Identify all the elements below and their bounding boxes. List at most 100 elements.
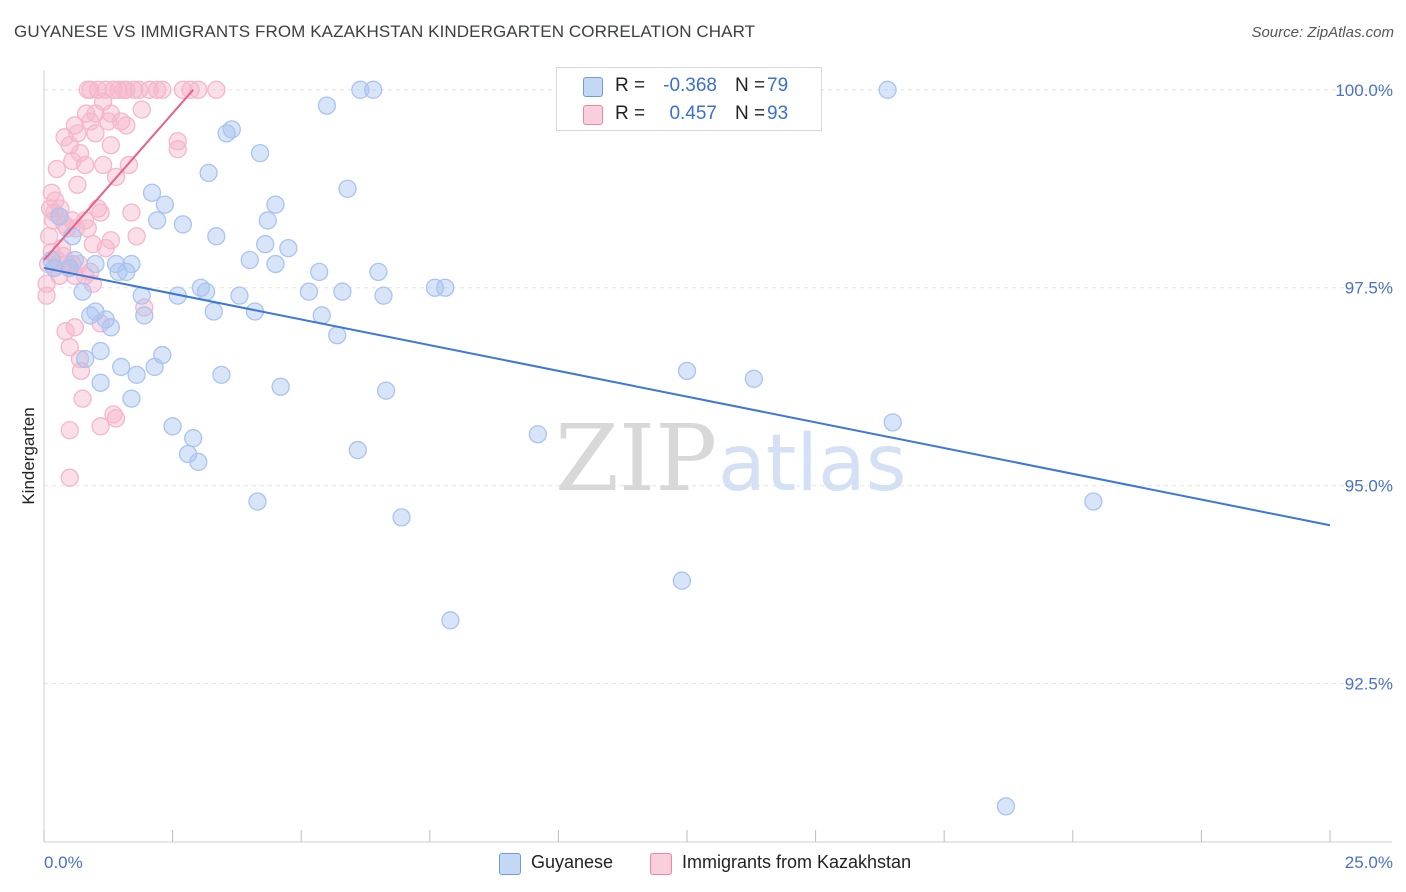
point-guyanese	[744, 369, 764, 388]
point-guyanese	[222, 120, 241, 139]
point-guyanese	[369, 262, 388, 282]
point-guyanese	[677, 361, 697, 381]
point-guyanese	[338, 179, 357, 198]
point-guyanese	[199, 163, 218, 183]
point-guyanese	[50, 207, 69, 226]
r-value: 0.457	[669, 103, 717, 124]
point-kazakhstan	[109, 80, 128, 99]
point-guyanese	[299, 282, 319, 301]
point-guyanese	[883, 413, 902, 432]
point-guyanese	[348, 440, 367, 460]
point-kazakhstan	[86, 124, 105, 143]
series-guyanese-points-blue	[42, 80, 1103, 816]
point-kazakhstan	[127, 227, 146, 246]
trend-line-guyanese	[43, 266, 1331, 527]
legend-swatch-guyanese	[499, 853, 521, 875]
point-kazakhstan	[130, 80, 149, 99]
point-kazakhstan	[70, 143, 90, 163]
point-guyanese	[271, 377, 290, 396]
point-kazakhstan	[207, 80, 226, 99]
r-label: R =	[615, 75, 646, 96]
point-guyanese	[258, 211, 277, 230]
point-kazakhstan	[181, 80, 200, 99]
point-kazakhstan	[78, 219, 97, 238]
point-guyanese	[351, 80, 370, 99]
y-tick-label: 95.0%	[1345, 477, 1393, 496]
point-kazakhstan	[153, 80, 172, 99]
point-guyanese	[127, 365, 146, 384]
point-kazakhstan	[101, 231, 121, 250]
stats-row-kazakhstan: R = 0.457 N = 93	[557, 100, 821, 128]
point-guyanese	[122, 389, 141, 408]
point-kazakhstan	[60, 468, 79, 487]
n-label: N =	[735, 103, 766, 124]
point-guyanese	[528, 425, 547, 444]
legend-swatch-kazakhstan	[650, 853, 672, 875]
series-guyanese-points	[37, 80, 226, 487]
point-guyanese	[112, 357, 131, 377]
point-kazakhstan	[60, 421, 79, 440]
point-kazakhstan	[91, 417, 110, 436]
point-guyanese	[1084, 492, 1103, 511]
y-axis-title: Kindergarten	[19, 407, 38, 504]
n-label: N =	[735, 75, 766, 96]
point-guyanese	[266, 254, 285, 274]
point-guyanese	[256, 235, 275, 254]
chart-title: GUYANESE VS IMMIGRANTS FROM KAZAKHSTAN K…	[14, 22, 756, 41]
point-kazakhstan	[189, 80, 208, 99]
swatch-kazakhstan	[583, 105, 603, 125]
point-guyanese	[376, 381, 396, 400]
point-guyanese	[65, 250, 85, 270]
point-guyanese	[155, 195, 175, 214]
n-value: 79	[767, 75, 789, 96]
point-kazakhstan	[117, 80, 136, 99]
x-tick-label: 0.0%	[44, 853, 83, 872]
point-guyanese	[317, 96, 337, 115]
point-guyanese	[230, 286, 249, 305]
n-value: 93	[767, 103, 789, 124]
point-kazakhstan	[91, 203, 110, 222]
point-guyanese	[173, 215, 193, 234]
point-guyanese	[672, 571, 692, 590]
point-guyanese	[248, 492, 267, 511]
point-guyanese	[328, 326, 347, 345]
point-kazakhstan	[65, 318, 85, 337]
point-kazakhstan	[106, 409, 126, 428]
stats-legend: R = -0.368 N = 79 R = 0.457 N = 93	[556, 67, 822, 131]
point-guyanese	[142, 183, 162, 202]
point-kazakhstan	[60, 337, 79, 357]
point-guyanese	[91, 373, 110, 392]
source-label: Source: ZipAtlas.com	[1251, 24, 1394, 41]
watermark: ZIP atlas	[555, 405, 907, 512]
point-kazakhstan	[76, 155, 95, 175]
point-kazakhstan	[68, 175, 87, 194]
point-guyanese	[204, 302, 223, 321]
point-guyanese	[240, 250, 259, 270]
point-guyanese	[73, 282, 92, 301]
point-guyanese	[364, 80, 383, 99]
point-kazakhstan	[104, 80, 123, 99]
point-guyanese	[392, 508, 411, 527]
point-guyanese	[153, 345, 172, 365]
legend-label-guyanese: Guyanese	[531, 852, 614, 872]
grid-lines	[44, 89, 1392, 685]
trend-lines	[43, 89, 1331, 527]
point-guyanese	[196, 282, 216, 301]
point-guyanese	[996, 797, 1016, 816]
trend-line-kazakhstan	[43, 89, 194, 261]
point-kazakhstan	[101, 136, 121, 155]
point-kazakhstan	[124, 80, 144, 99]
point-kazakhstan	[94, 155, 113, 175]
point-guyanese	[76, 349, 95, 369]
point-guyanese	[250, 143, 270, 163]
watermark-zip: ZIP	[555, 405, 717, 512]
point-guyanese	[425, 278, 445, 297]
point-guyanese	[101, 318, 121, 337]
point-kazakhstan	[117, 116, 136, 135]
point-kazakhstan	[140, 80, 159, 99]
point-kazakhstan	[96, 80, 115, 99]
point-guyanese	[212, 365, 231, 384]
x-tick-label: 25.0%	[1345, 853, 1393, 872]
point-guyanese	[266, 195, 285, 214]
